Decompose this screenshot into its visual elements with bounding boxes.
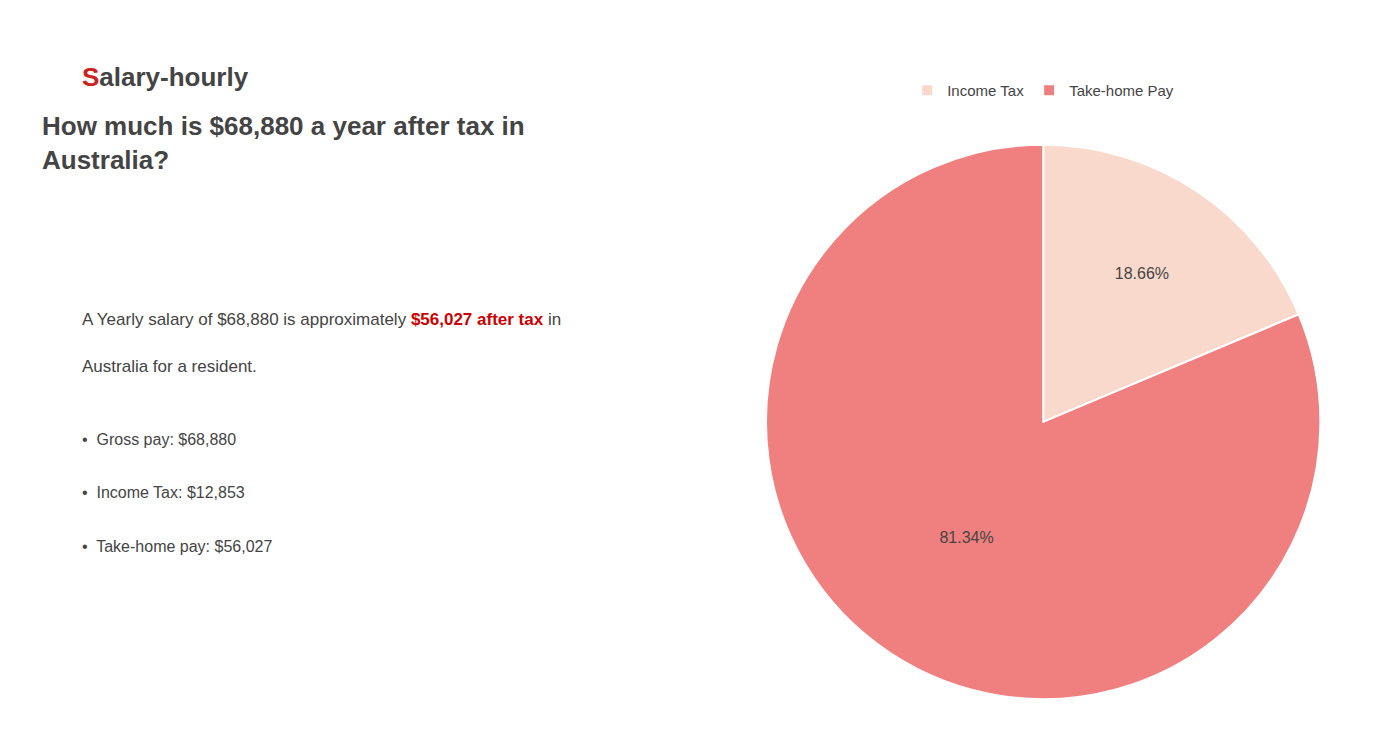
svg-text:• Take-home pay: $56,027: • Take-home pay: $56,027 xyxy=(82,538,272,555)
svg-text:Salary-hourly: Salary-hourly xyxy=(82,62,249,92)
svg-text:81.34%: 81.34% xyxy=(939,529,993,546)
svg-text:How much is $68,880 a year aft: How much is $68,880 a year after tax inA… xyxy=(42,111,525,175)
svg-text:18.66%: 18.66% xyxy=(1115,265,1169,282)
svg-text:Take-home Pay: Take-home Pay xyxy=(1069,82,1174,99)
svg-text:Australia for a resident.: Australia for a resident. xyxy=(82,357,257,376)
svg-text:Income Tax: Income Tax xyxy=(947,82,1024,99)
svg-text:• Gross pay: $68,880: • Gross pay: $68,880 xyxy=(82,431,236,448)
svg-text:A Yearly salary of $68,880 is: A Yearly salary of $68,880 is approximat… xyxy=(82,310,561,329)
svg-text:• Income Tax: $12,853: • Income Tax: $12,853 xyxy=(82,484,245,501)
